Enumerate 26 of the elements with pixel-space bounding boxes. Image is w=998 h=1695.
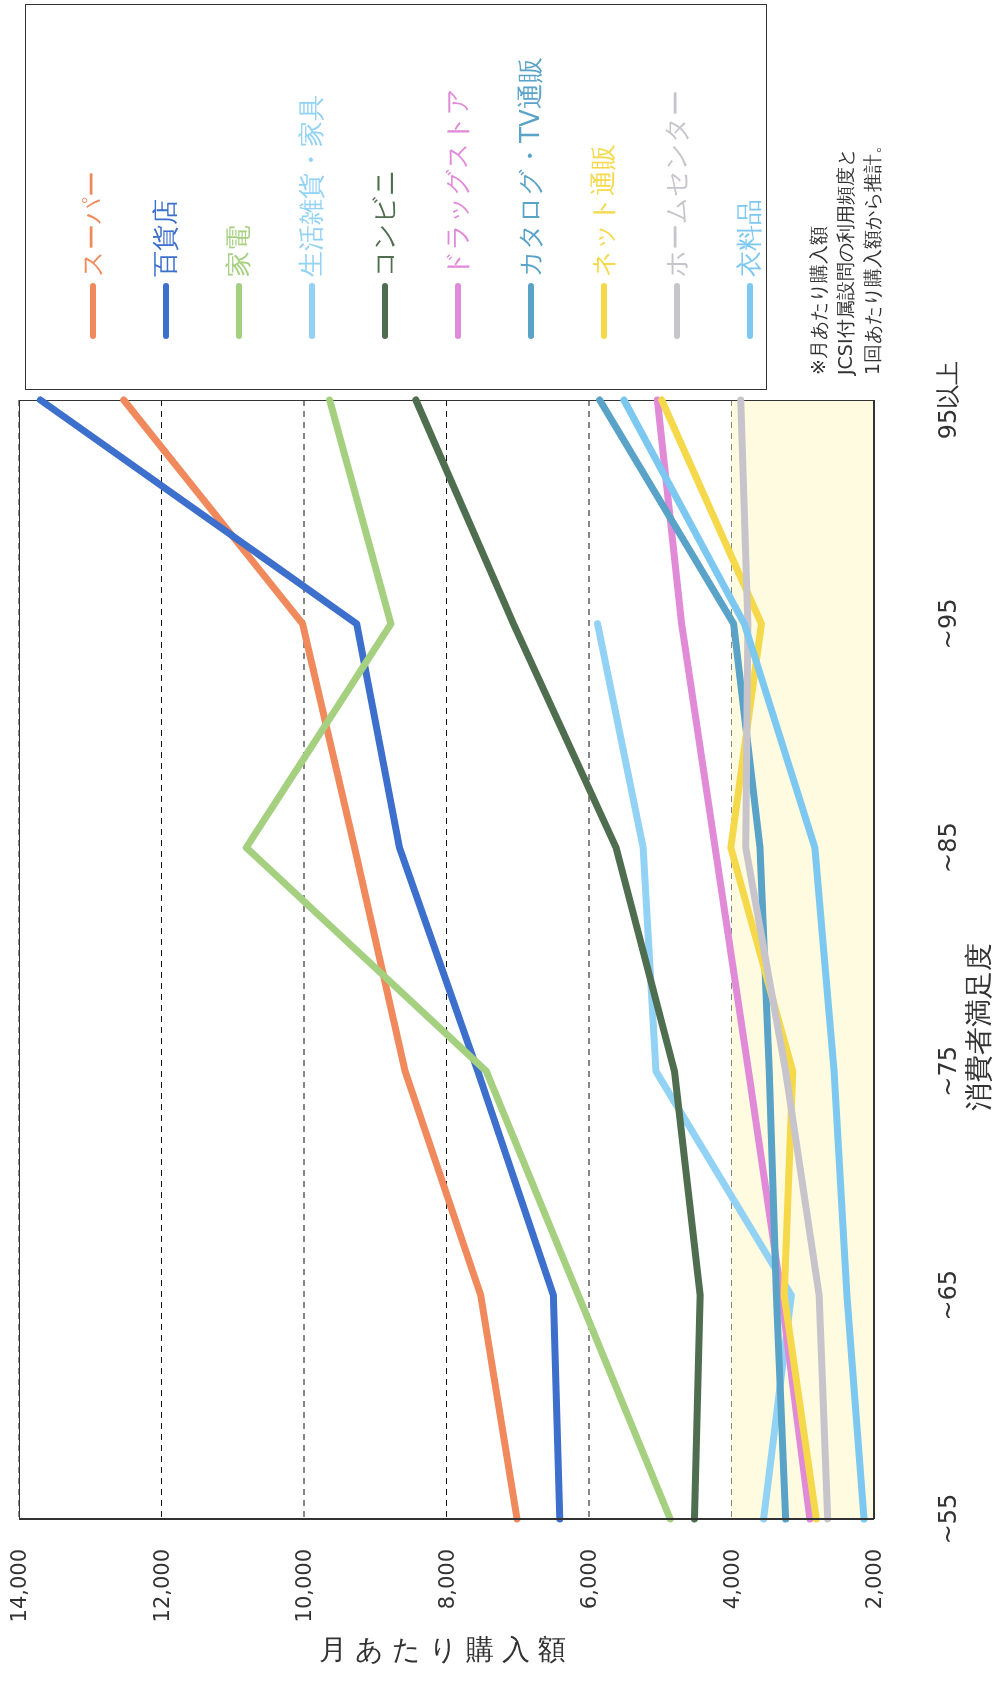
text: ホームセンター [660, 90, 692, 277]
text: ※月あたり購入額 JCSI付属設問の利用頻度と 1回あたり購入額から推計。 [806, 134, 884, 375]
y-tick-label: ~55 [934, 1493, 962, 1545]
text: ネット通販 [587, 144, 619, 277]
text: 百貨店 [149, 199, 181, 277]
text: スーパー [76, 171, 108, 277]
x-tick-label: 4,000 [719, 1549, 744, 1610]
text: 衣料品 [733, 199, 765, 277]
text: 家電 [222, 225, 254, 277]
text: 生活雑貨・家具 [295, 95, 327, 277]
x-axis-title: 月あたり購入額 [319, 1632, 574, 1666]
text: ドラッグストア [441, 88, 473, 277]
x-tick-label: 10,000 [292, 1549, 316, 1623]
x-tick-label: 8,000 [434, 1549, 459, 1610]
x-tick-label: 2,000 [862, 1549, 886, 1610]
x-tick-label: 6,000 [577, 1549, 601, 1610]
y-tick-label: ~65 [934, 1269, 962, 1321]
y-tick-label: 95以上 [934, 360, 962, 440]
y-tick-label: ~75 [934, 1046, 962, 1097]
x-tick-label: 14,000 [7, 1549, 31, 1623]
text: コンビニ [368, 169, 400, 277]
y-axis-title: 消費者満足度 [961, 942, 995, 1111]
y-tick-label: ~85 [934, 822, 962, 873]
text: カタログ・TV通販 [514, 57, 546, 277]
y-tick-label: ~95 [934, 598, 962, 650]
x-tick-label: 12,000 [149, 1549, 174, 1623]
